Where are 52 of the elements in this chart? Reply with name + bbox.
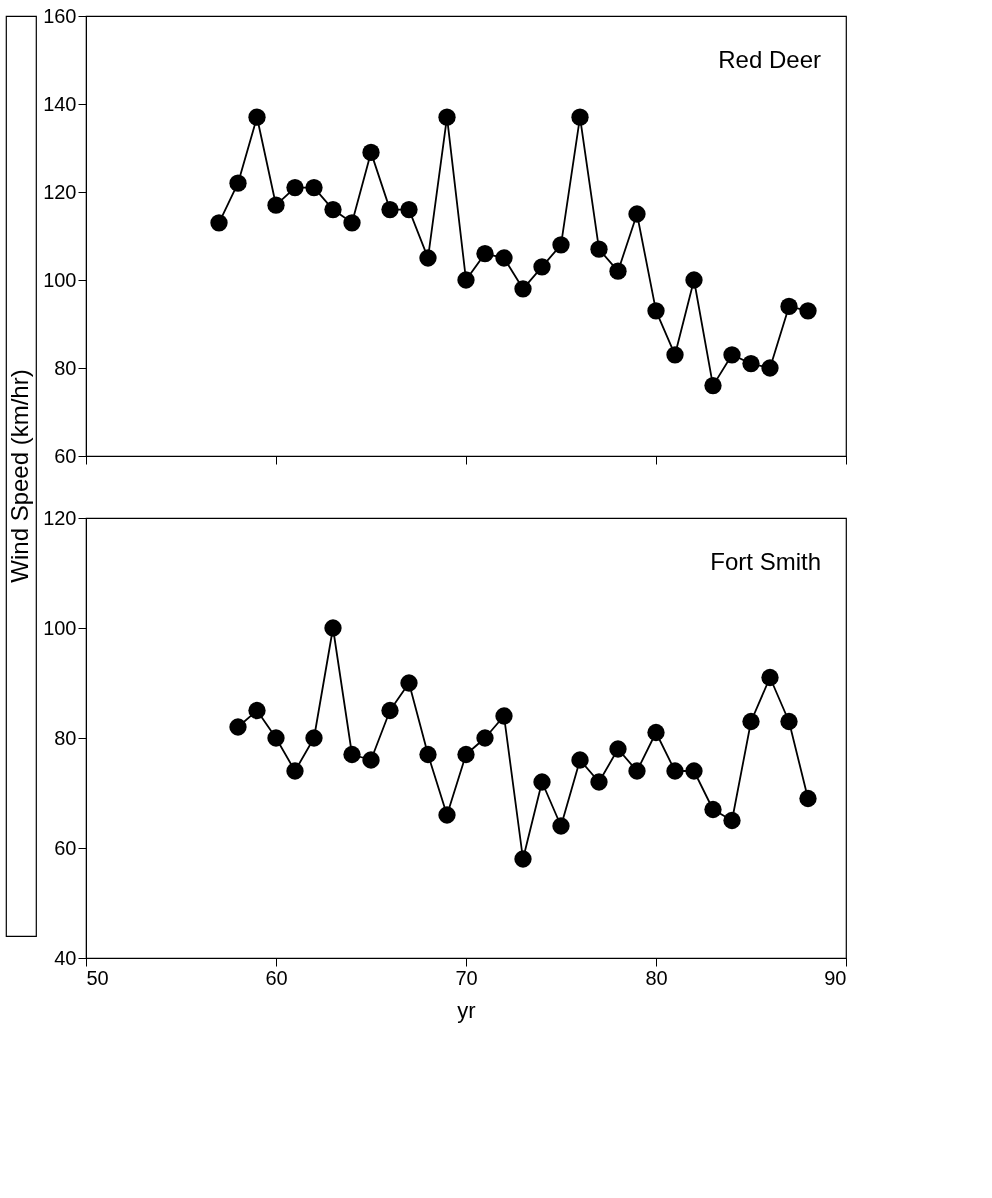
point xyxy=(742,354,760,373)
point xyxy=(476,244,494,263)
y-tick-label: 140 xyxy=(43,92,77,115)
point xyxy=(400,200,418,219)
point xyxy=(685,271,703,289)
y-tick-label: 40 xyxy=(54,946,77,969)
point xyxy=(780,297,798,316)
point xyxy=(495,249,513,267)
point xyxy=(229,174,247,192)
y-tick-label: 120 xyxy=(43,180,77,203)
point xyxy=(628,205,646,223)
point xyxy=(666,346,684,364)
point xyxy=(324,200,342,219)
point xyxy=(419,249,437,267)
y-tick-label: 80 xyxy=(54,356,77,379)
point xyxy=(723,346,741,364)
x-axis-title: yr xyxy=(457,997,476,1023)
point xyxy=(438,108,456,126)
y-tick-label: 60 xyxy=(54,836,77,859)
y-axis-title: Wind Speed (km/hr) xyxy=(6,369,33,583)
x-tick-label: 60 xyxy=(265,966,288,989)
point xyxy=(343,214,361,232)
text: Fort Smith xyxy=(710,548,821,575)
point xyxy=(799,302,817,320)
point xyxy=(571,108,589,126)
y-tick-label: 100 xyxy=(43,616,77,639)
point xyxy=(457,271,475,289)
point xyxy=(647,302,665,320)
point xyxy=(761,359,779,377)
point xyxy=(552,236,570,254)
x-tick-label: 80 xyxy=(645,966,668,989)
y-tick-label: 100 xyxy=(43,268,77,291)
x-tick-label: 50 xyxy=(86,966,109,989)
point xyxy=(286,178,304,197)
y-tick-label: 160 xyxy=(43,4,77,27)
point xyxy=(305,178,323,197)
point xyxy=(210,214,228,232)
point xyxy=(533,258,551,276)
point xyxy=(381,200,399,219)
point xyxy=(362,143,380,162)
point xyxy=(267,196,285,214)
y-tick-label: 120 xyxy=(43,506,77,529)
x-tick-label: 90 xyxy=(824,966,847,989)
y-tick-label: 80 xyxy=(54,726,77,749)
point xyxy=(590,240,608,258)
y-tick-label: 60 xyxy=(54,444,77,467)
x-tick-label: 70 xyxy=(455,966,478,989)
point xyxy=(514,280,532,298)
point xyxy=(704,376,722,395)
point xyxy=(609,262,627,280)
point xyxy=(248,108,266,126)
text: Red Deer xyxy=(718,46,821,73)
